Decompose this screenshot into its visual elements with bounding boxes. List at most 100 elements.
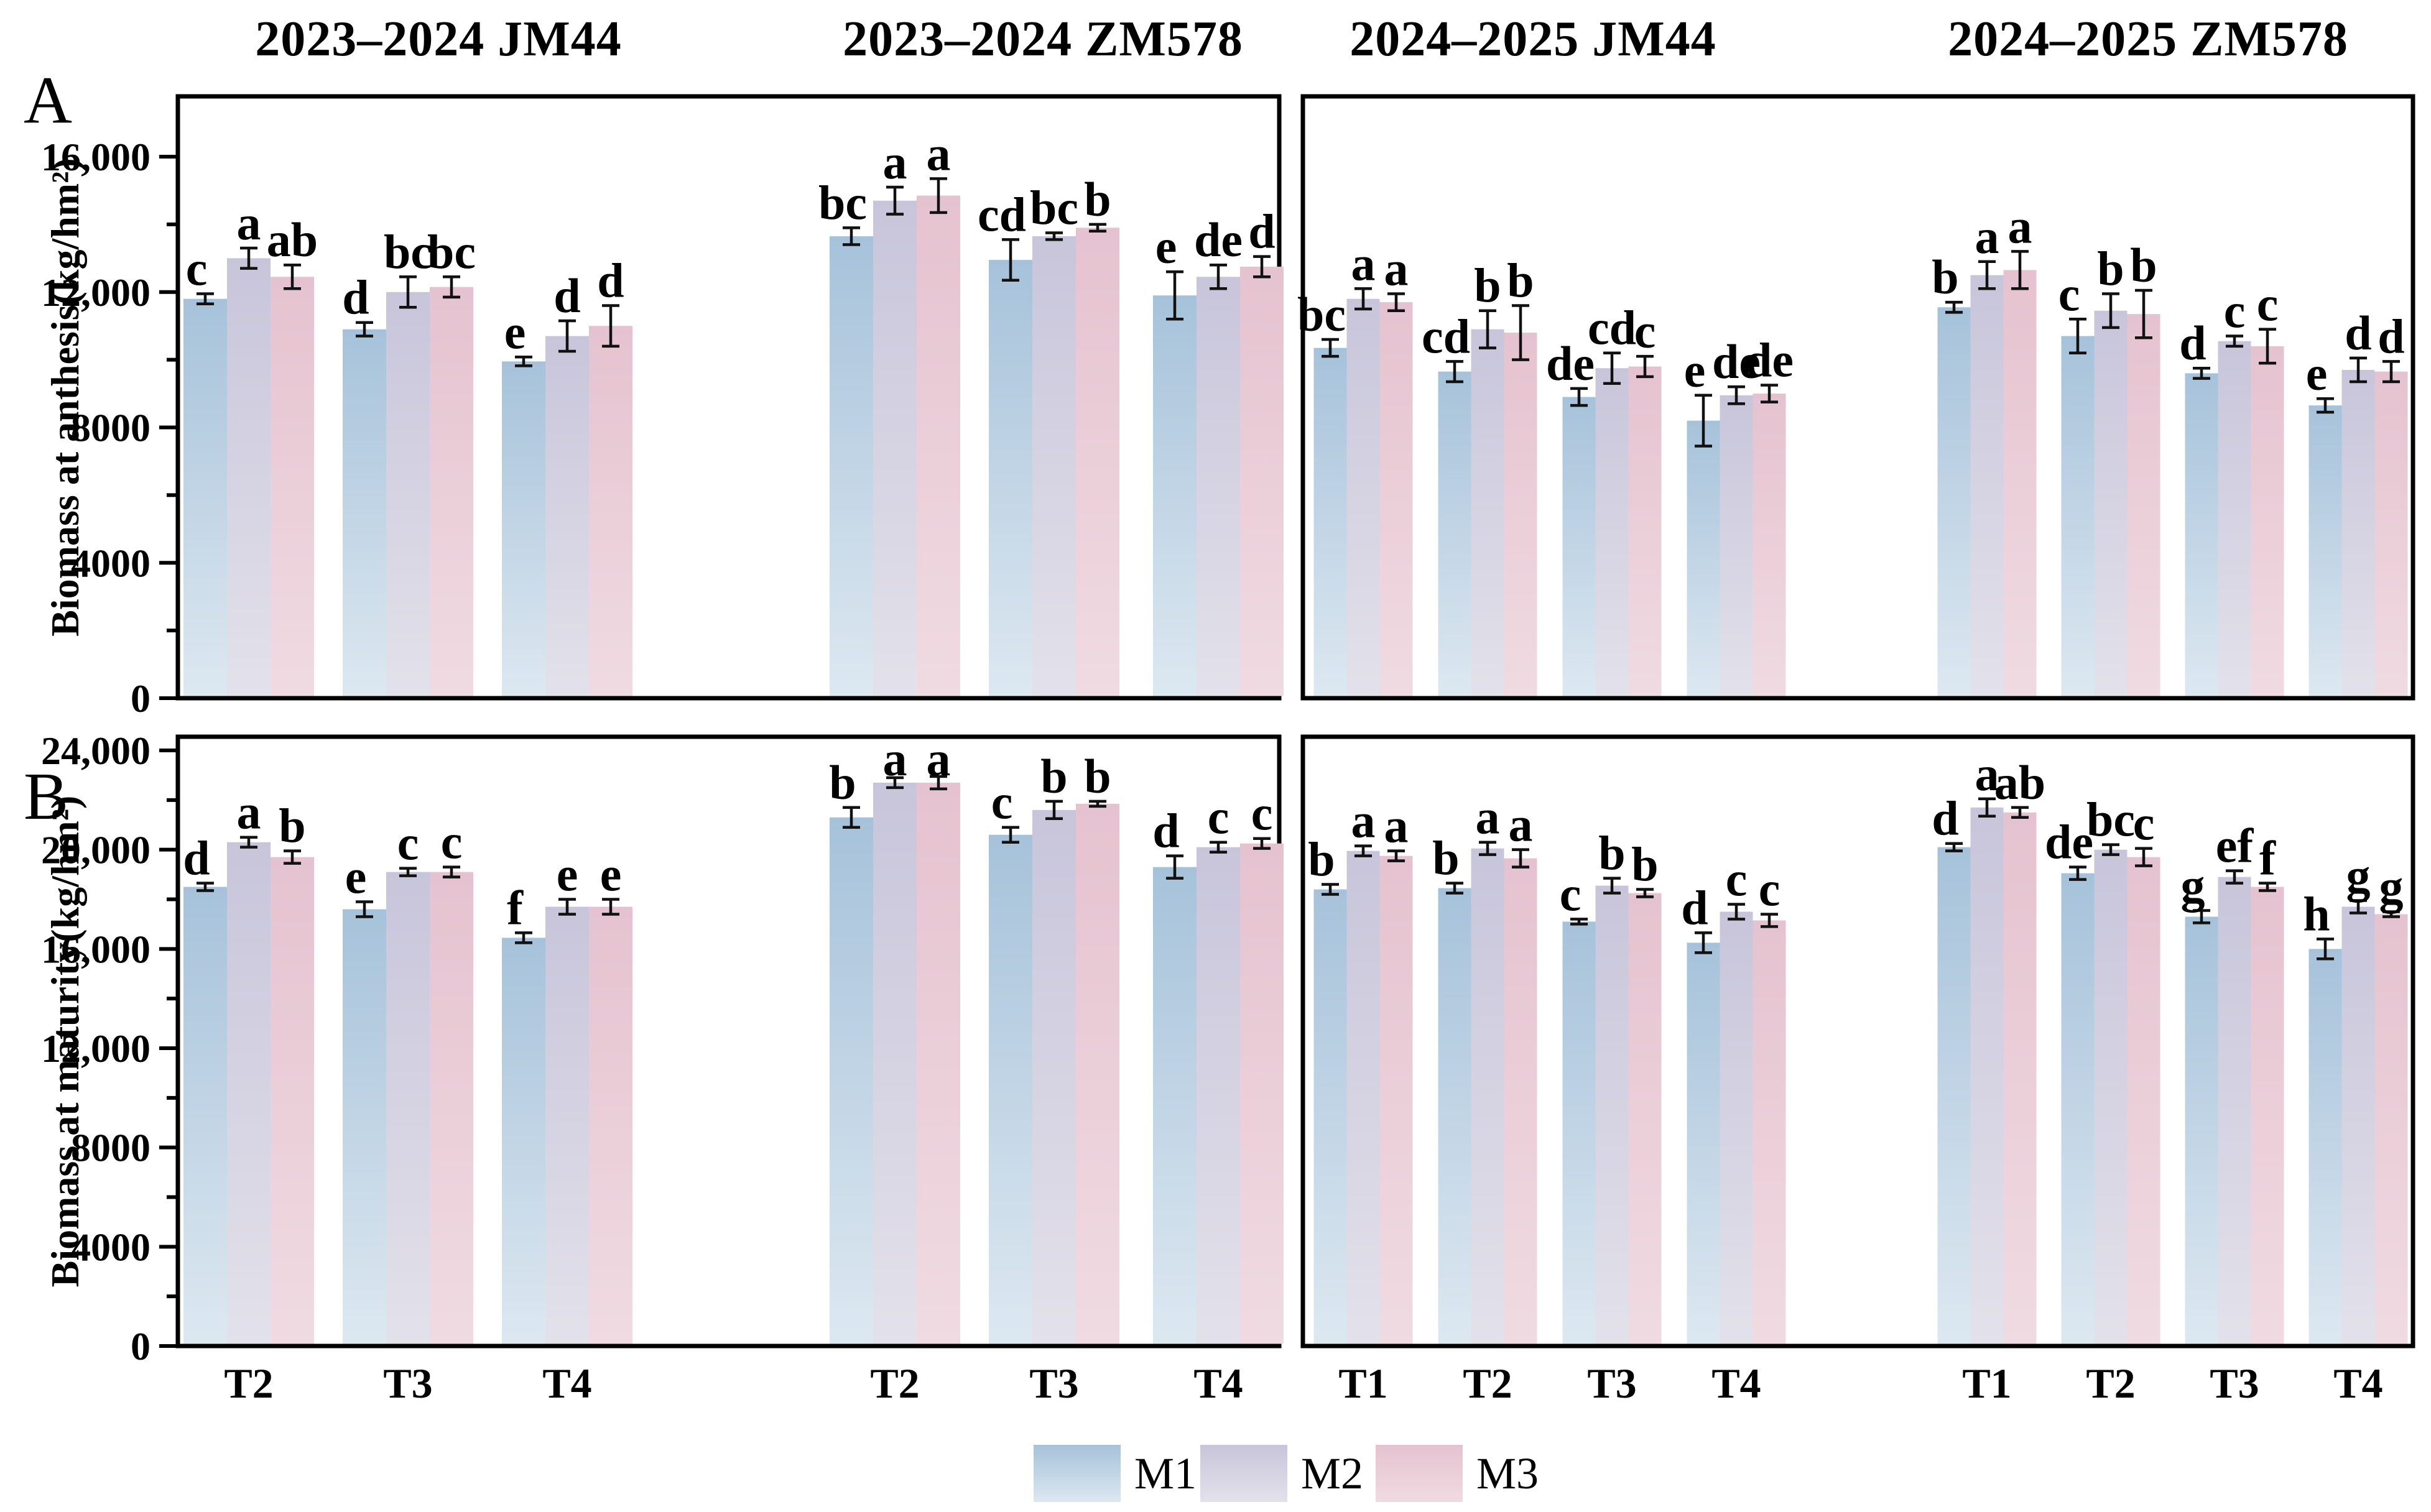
bar-m1-t2: [830, 236, 873, 696]
sig-letter: g: [2346, 848, 2371, 902]
bar-m1-t4: [1153, 295, 1197, 696]
sig-letter: a: [927, 732, 951, 786]
sig-letter: f: [507, 880, 524, 934]
sig-letter: e: [504, 305, 526, 359]
bar-m2-t4: [1197, 847, 1240, 1344]
sig-letter: g: [2379, 859, 2404, 913]
sig-letter: b: [2097, 241, 2124, 295]
bar-m3-t2: [2127, 857, 2160, 1344]
sig-letter: b: [279, 799, 305, 853]
x-tick-label: T3: [1029, 1360, 1078, 1407]
y-tick-label: 12,000: [41, 270, 150, 315]
bar-m2-t4: [2341, 369, 2375, 696]
y-tick-label: 16,000: [41, 927, 150, 971]
legend-swatch-m1: [1034, 1445, 1121, 1502]
sig-letter: ab: [267, 213, 318, 267]
y-tick-label: 4000: [71, 541, 150, 585]
sig-letter: a: [1351, 236, 1376, 290]
bar-m2-t3: [2218, 341, 2251, 696]
bar-m3-t2: [917, 195, 960, 696]
bar-m2-t3: [1595, 368, 1629, 696]
bar-m3-t1: [2003, 270, 2037, 696]
bar-m1-t1: [1313, 889, 1347, 1344]
bar-m3-t3: [430, 287, 473, 696]
bar-m3-t3: [2251, 887, 2284, 1344]
group-title-2024-2025-zm578: 2024–2025 ZM578: [1948, 12, 2348, 67]
sig-letter: c: [991, 775, 1013, 829]
sig-letter: e: [345, 849, 367, 903]
y-tick-label: 0: [131, 1324, 150, 1368]
sig-letter: d: [1681, 880, 1708, 934]
sig-letter: ef: [2216, 819, 2254, 873]
sig-letter: a: [1975, 747, 1999, 801]
sig-letter: d: [1152, 804, 1179, 858]
bar-m2-t1: [1970, 807, 2004, 1344]
y-tick-label: 8000: [71, 1126, 150, 1170]
bar-m1-t3: [343, 909, 386, 1344]
bar-m2-t1: [1346, 298, 1380, 696]
bar-m3-t3: [1076, 803, 1119, 1344]
y-tick-label: 0: [131, 676, 150, 721]
legend-label-m3: M3: [1476, 1449, 1539, 1498]
sig-letter: d: [2179, 316, 2206, 370]
sig-letter: h: [2303, 887, 2330, 941]
sig-letter: b: [1474, 259, 1501, 313]
sig-letter: b: [1308, 832, 1335, 887]
bar-m2-t3: [2218, 877, 2251, 1344]
sig-letter: c: [1251, 786, 1273, 841]
x-tick-label: T2: [870, 1360, 919, 1407]
bar-m1-t2: [183, 298, 227, 696]
bar-m3-t1: [2003, 812, 2037, 1344]
sig-letter: c: [1634, 304, 1656, 358]
sig-letter: a: [883, 732, 907, 786]
sig-letter: bc: [427, 224, 476, 279]
y-tick-label: 4000: [71, 1225, 150, 1269]
bar-m2-t4: [1720, 911, 1753, 1344]
sig-letter: d: [2345, 306, 2371, 360]
sig-letter: bc: [1030, 180, 1078, 234]
sig-letter: c: [2257, 277, 2279, 331]
bar-m3-t4: [1240, 843, 1284, 1344]
bar-m1-t2: [2061, 336, 2095, 696]
bar-m1-t3: [2185, 916, 2218, 1344]
bar-m1-t3: [989, 834, 1032, 1344]
sig-letter: b: [1932, 250, 1958, 304]
bar-m3-t3: [430, 872, 473, 1344]
sig-letter: bc: [1297, 287, 1346, 341]
bar-m1-t4: [502, 938, 545, 1344]
x-tick-label: T3: [2210, 1360, 2259, 1407]
bar-m2-t2: [227, 842, 271, 1344]
x-tick-label: T4: [2333, 1360, 2382, 1407]
sig-letter: c: [1208, 790, 1229, 844]
bar-m2-t4: [1720, 395, 1753, 696]
sig-letter: b: [1507, 254, 1534, 308]
x-tick-label: T4: [1711, 1360, 1761, 1407]
bar-m2-t2: [873, 782, 917, 1344]
bar-m1-t2: [1438, 371, 1471, 696]
y-tick-label: 16,000: [41, 135, 150, 179]
bar-m2-t3: [1032, 236, 1076, 696]
sig-letter: d: [2378, 309, 2404, 363]
panel-frame: [1300, 94, 2415, 701]
sig-letter: a: [237, 196, 261, 250]
x-tick-label: T4: [542, 1360, 591, 1407]
bar-m1-t4: [1153, 867, 1197, 1344]
x-tick-label: T1: [1962, 1360, 2011, 1407]
sig-letter: de: [1546, 336, 1595, 390]
bar-m1-t3: [1562, 397, 1596, 696]
sig-letter: a: [1384, 241, 1409, 295]
bar-m2-t2: [1471, 329, 1504, 696]
sig-letter: d: [1248, 205, 1275, 259]
bar-m2-t3: [1032, 809, 1076, 1344]
sig-letter: a: [237, 785, 261, 839]
bar-m3-t2: [2127, 314, 2160, 696]
bar-m1-t2: [1438, 888, 1471, 1344]
bar-m3-t3: [2251, 346, 2284, 696]
sig-letter: d: [553, 269, 580, 323]
bar-m1-t2: [830, 817, 873, 1344]
sig-letter: b: [1631, 837, 1658, 892]
sig-letter: a: [927, 126, 951, 180]
sig-letter: e: [600, 847, 622, 901]
bar-m2-t4: [1197, 277, 1240, 696]
